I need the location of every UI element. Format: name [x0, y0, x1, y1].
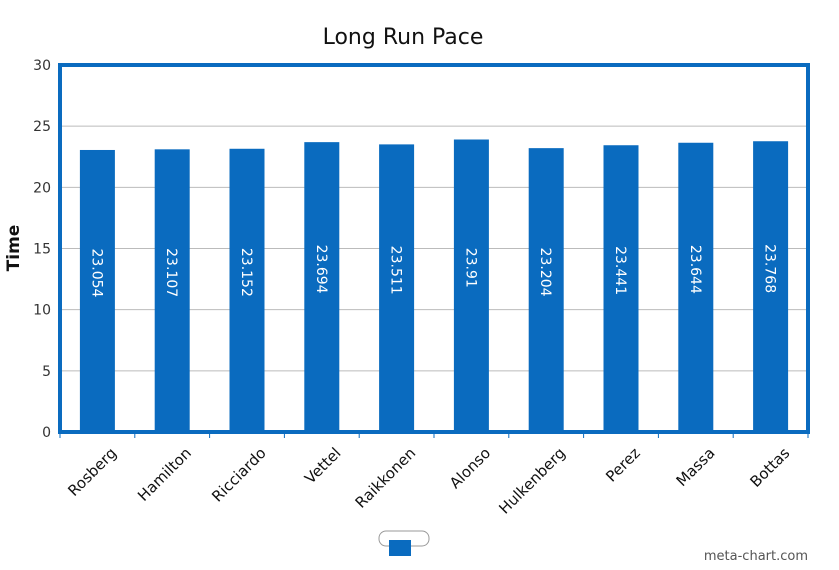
bar-hamilton — [154, 149, 190, 432]
chart-title: Long Run Pace — [323, 25, 484, 50]
bar-value-label: 23.204 — [537, 248, 553, 297]
bar-ricciardo — [229, 148, 265, 432]
x-tick-label: Hulkenberg — [495, 444, 569, 518]
bar-value-label: 23.441 — [612, 246, 628, 295]
y-tick-label: 5 — [42, 364, 51, 380]
bar-value-label: 23.644 — [687, 245, 703, 294]
x-tick-label: Hamilton — [134, 444, 195, 505]
x-tick-label: Massa — [673, 444, 719, 490]
x-tick-label: Perez — [602, 444, 644, 486]
bar-alonso — [453, 139, 489, 432]
y-axis-label: Time — [4, 225, 24, 272]
x-tick-labels: Rosberg Hamilton Ricciardo Vettel Raikkonen A… — [64, 444, 793, 518]
x-tick-label: Bottas — [747, 444, 794, 491]
bar-vettel — [304, 142, 340, 432]
x-tick-label: Rosberg — [64, 444, 120, 500]
bar-value-label: 23.511 — [388, 246, 404, 295]
x-tick-label: Vettel — [301, 444, 344, 487]
x-tick-label: Raikkonen — [352, 444, 420, 512]
y-tick-label: 30 — [33, 58, 51, 74]
bar-value-label: 23.107 — [163, 248, 179, 297]
bar-rosberg — [79, 149, 115, 433]
bar-value-label: 23.152 — [238, 248, 254, 297]
y-tick-label: 15 — [33, 242, 51, 258]
bar-value-label: 23.768 — [762, 244, 778, 293]
x-tick-marks — [59, 434, 809, 438]
bars — [79, 139, 789, 433]
bar-perez — [603, 145, 639, 432]
bar-hulkenberg — [528, 148, 564, 432]
y-tick-labels: 0 5 10 15 20 25 30 — [33, 58, 51, 441]
bar-massa — [678, 142, 714, 432]
y-tick-label: 10 — [33, 303, 51, 319]
y-tick-label: 20 — [33, 180, 51, 196]
plot-frame — [58, 63, 810, 434]
legend — [378, 530, 430, 556]
bar-value-label: 23.91 — [462, 248, 478, 288]
legend-swatch — [389, 540, 411, 556]
bar-raikkonen — [379, 144, 415, 433]
credit-text: meta-chart.com — [704, 549, 808, 564]
y-tick-label: 0 — [42, 425, 51, 441]
y-tick-label: 25 — [33, 119, 51, 135]
x-tick-label: Alonso — [446, 444, 494, 492]
bar-value-label: 23.054 — [88, 248, 104, 297]
bar-value-label: 23.694 — [313, 245, 329, 294]
bar-bottas — [753, 141, 789, 432]
x-tick-label: Ricciardo — [208, 444, 270, 506]
bar-value-labels: 23.054 23.107 23.152 23.694 23.511 23.91 23.20… — [88, 244, 777, 297]
